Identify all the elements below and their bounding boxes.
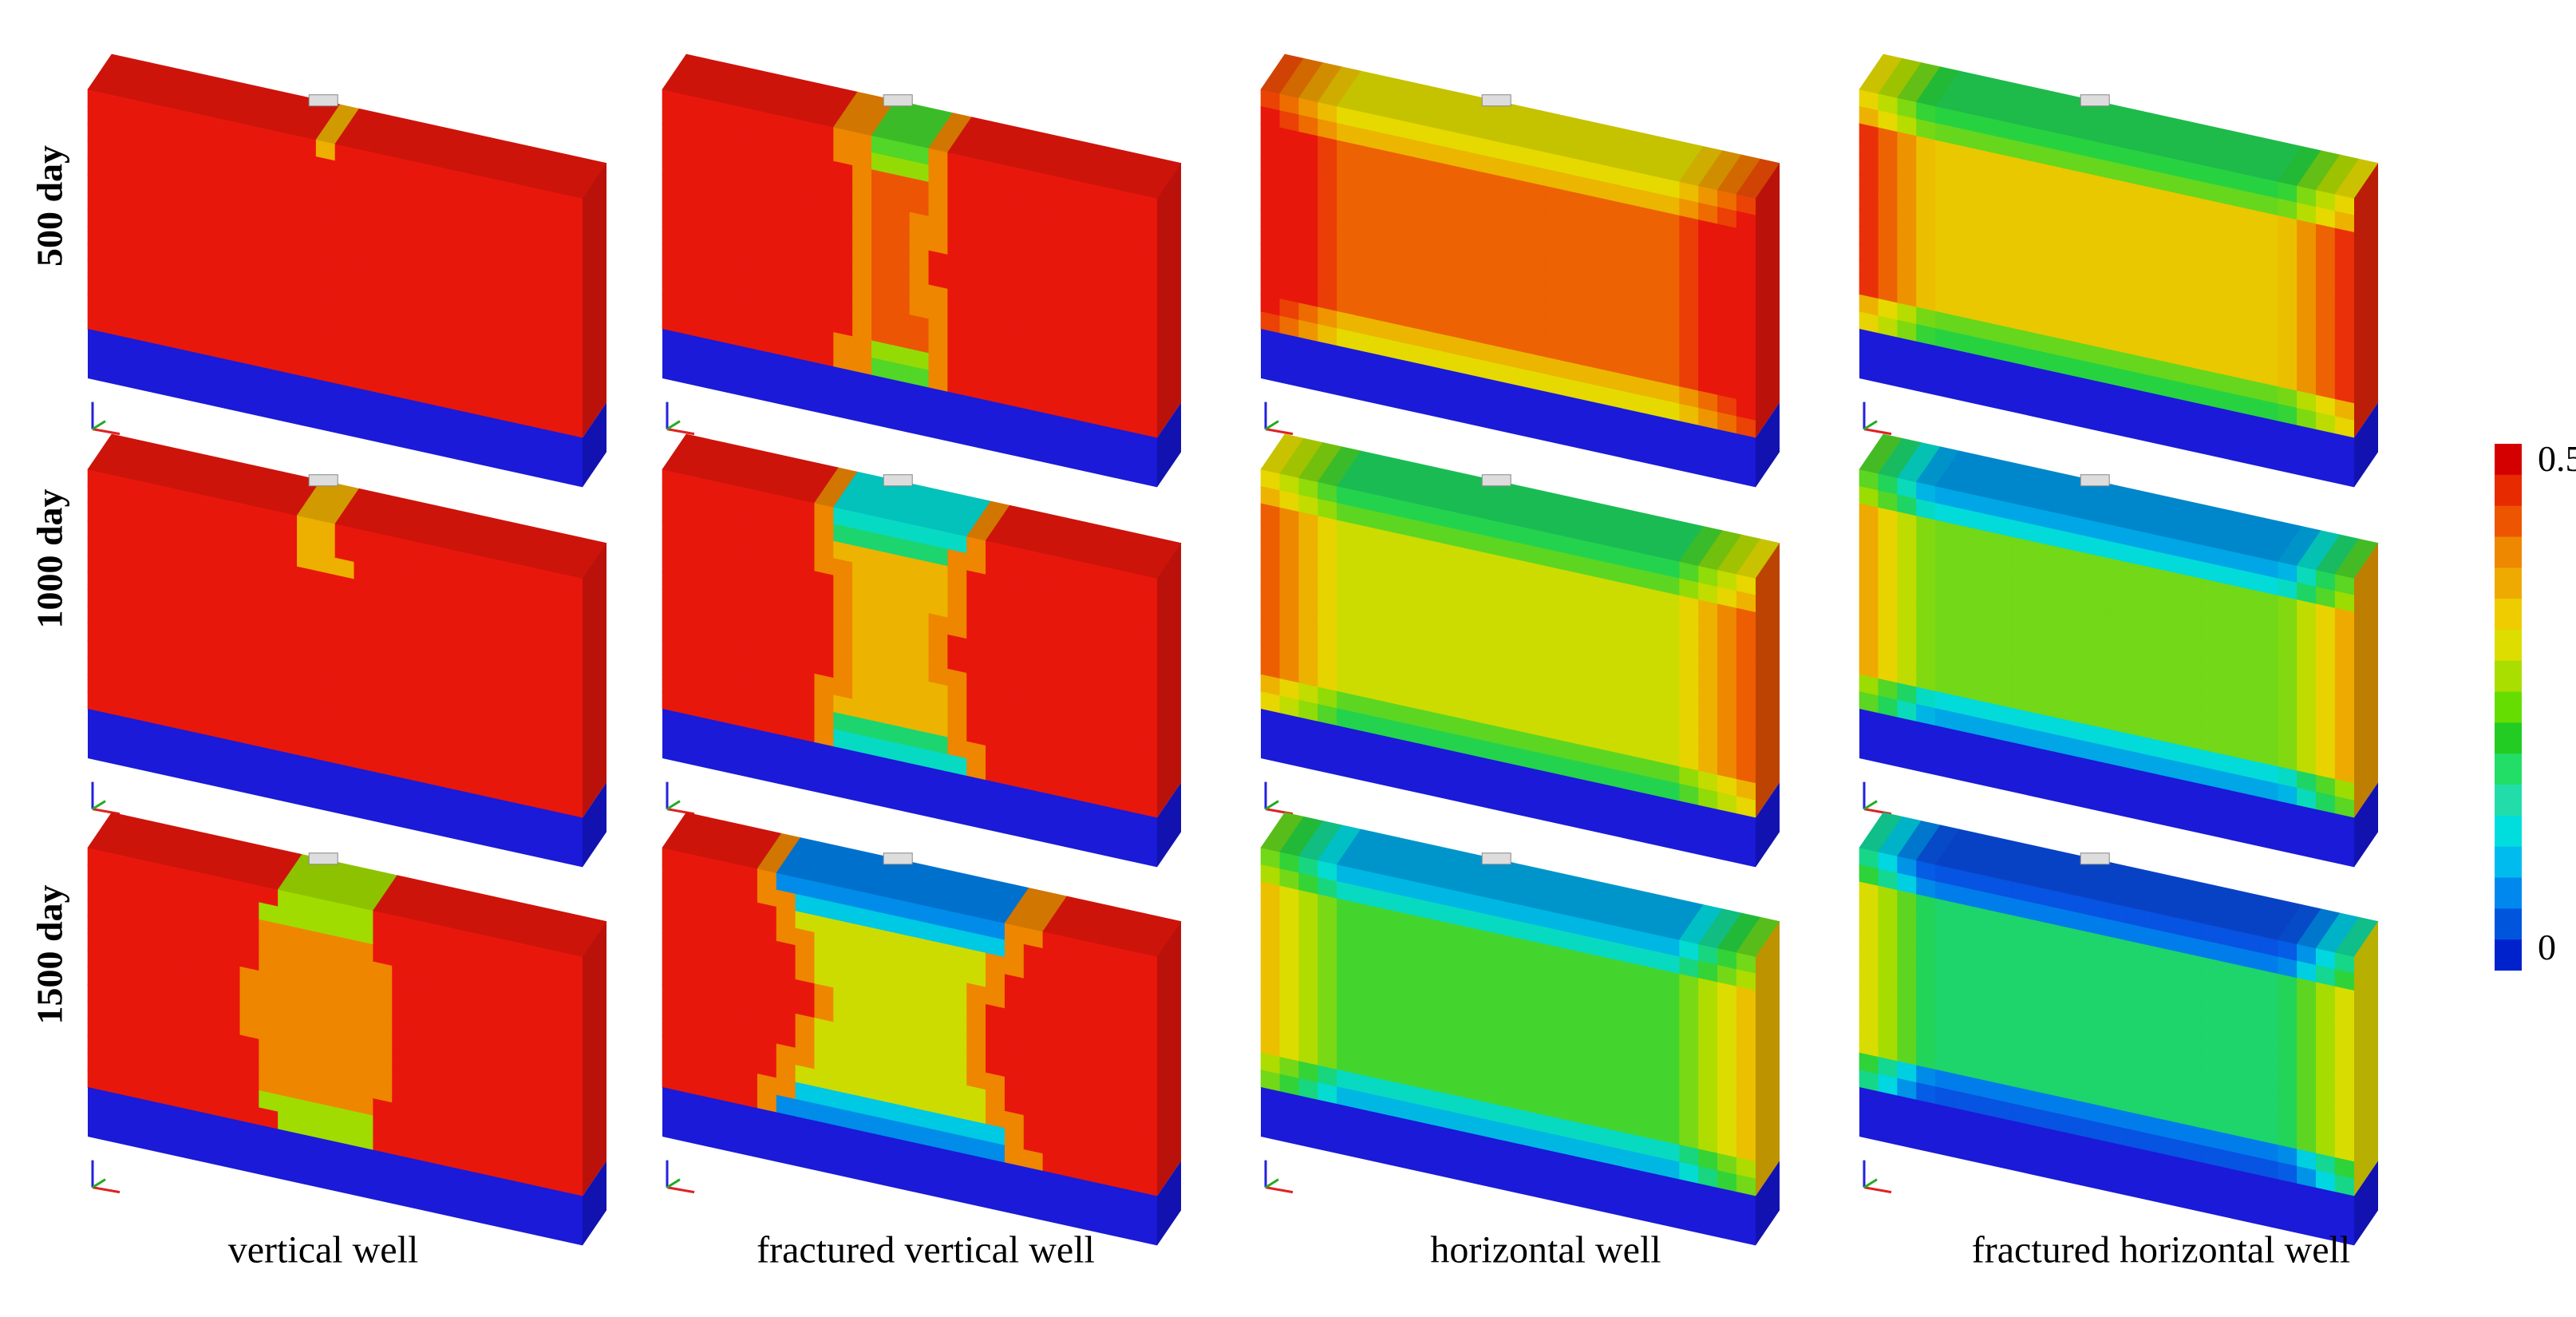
axis-x-line <box>92 1186 121 1194</box>
colorbar-segment <box>2495 629 2522 662</box>
colorbar-max-label: 0.5 <box>2538 438 2576 479</box>
panel-2-0 <box>1260 53 1780 488</box>
side-face <box>583 921 606 1196</box>
base-layer-side <box>1157 1161 1181 1246</box>
axis-y-line <box>92 800 106 810</box>
axis-y-line <box>92 420 106 430</box>
panel-0-2 <box>87 812 607 1246</box>
well-marker <box>1481 94 1511 107</box>
colorbar-segment <box>2495 660 2522 693</box>
well-marker <box>2080 474 2110 487</box>
colorbar-segment <box>2495 785 2522 817</box>
base-layer-side <box>583 402 606 488</box>
panel-1-1 <box>662 433 1182 868</box>
axis-x-line <box>666 428 695 436</box>
side-face <box>583 163 606 438</box>
base-layer-front <box>88 709 583 868</box>
colorbar-segment <box>2495 877 2522 909</box>
axis-x-line <box>92 428 121 436</box>
well-marker <box>2080 852 2110 865</box>
panel-1-0 <box>662 53 1182 488</box>
base-layer-front <box>88 329 583 488</box>
axis-x-line <box>666 1186 695 1194</box>
well-marker <box>883 852 913 865</box>
well-marker <box>308 474 338 487</box>
well-marker <box>883 94 913 107</box>
well-marker <box>1481 852 1511 865</box>
base-layer-front <box>662 709 1157 868</box>
colorbar-segment <box>2495 568 2522 599</box>
side-face <box>1756 543 1780 818</box>
axis-x-line <box>1265 428 1294 436</box>
axis-y-line <box>1265 800 1279 810</box>
base-layer-side <box>583 1161 606 1246</box>
axis-x-line <box>92 808 121 816</box>
axis-x-line <box>1863 428 1892 436</box>
colorbar-segment <box>2495 722 2522 754</box>
well-marker <box>308 852 338 865</box>
side-face <box>1756 163 1780 438</box>
panel-3-2 <box>1859 812 2379 1246</box>
colorbar-segment <box>2495 753 2522 785</box>
axis-y-line <box>1265 1178 1279 1188</box>
side-face <box>1157 163 1181 438</box>
panel-3-1 <box>1859 433 2379 868</box>
colorbar-segment <box>2495 939 2522 971</box>
well-marker <box>308 94 338 107</box>
colorbar-segment <box>2495 474 2522 507</box>
axis-y-line <box>1863 1178 1878 1188</box>
color-bar <box>2495 444 2522 971</box>
side-face <box>1157 921 1181 1196</box>
colorbar-min-label: 0 <box>2538 927 2556 967</box>
side-face <box>2354 921 2378 1196</box>
side-face <box>2354 163 2378 438</box>
side-face <box>2354 543 2378 818</box>
well-marker <box>2080 94 2110 107</box>
colorbar-segment <box>2495 815 2522 848</box>
axis-y-line <box>92 1178 106 1188</box>
panel-1-2 <box>662 812 1182 1246</box>
base-layer-front <box>88 1087 583 1246</box>
colorbar-segment <box>2495 536 2522 568</box>
panel-0-0 <box>87 53 607 488</box>
axis-x-line <box>1863 1186 1892 1194</box>
colorbar-segment <box>2495 599 2522 631</box>
base-layer-side <box>1157 402 1181 488</box>
axis-x-line <box>1265 1186 1294 1194</box>
base-layer-front <box>662 1087 1157 1246</box>
colorbar-segment <box>2495 691 2522 724</box>
axis-y-line <box>1863 800 1878 810</box>
axis-y-line <box>1265 420 1279 430</box>
axis-x-line <box>1265 808 1294 816</box>
base-layer-side <box>583 782 606 868</box>
axis-x-line <box>1863 808 1892 816</box>
well-marker <box>883 474 913 487</box>
axis-x-line <box>666 808 695 816</box>
side-face <box>1756 921 1780 1196</box>
axis-y-line <box>666 1178 681 1188</box>
colorbar-segment <box>2495 846 2522 879</box>
axis-y-line <box>666 420 681 430</box>
colorbar-segment <box>2495 505 2522 538</box>
colorbar-segment <box>2495 908 2522 940</box>
panel-3-0 <box>1859 53 2379 488</box>
side-face <box>1157 543 1181 818</box>
panel-2-1 <box>1260 433 1780 868</box>
well-marker <box>1481 474 1511 487</box>
panel-2-2 <box>1260 812 1780 1246</box>
axis-y-line <box>666 800 681 810</box>
axis-y-line <box>1863 420 1878 430</box>
side-face <box>583 543 606 818</box>
base-layer-side <box>1157 782 1181 868</box>
panel-0-1 <box>87 433 607 868</box>
colorbar-segment <box>2495 444 2522 476</box>
base-layer-front <box>662 329 1157 488</box>
